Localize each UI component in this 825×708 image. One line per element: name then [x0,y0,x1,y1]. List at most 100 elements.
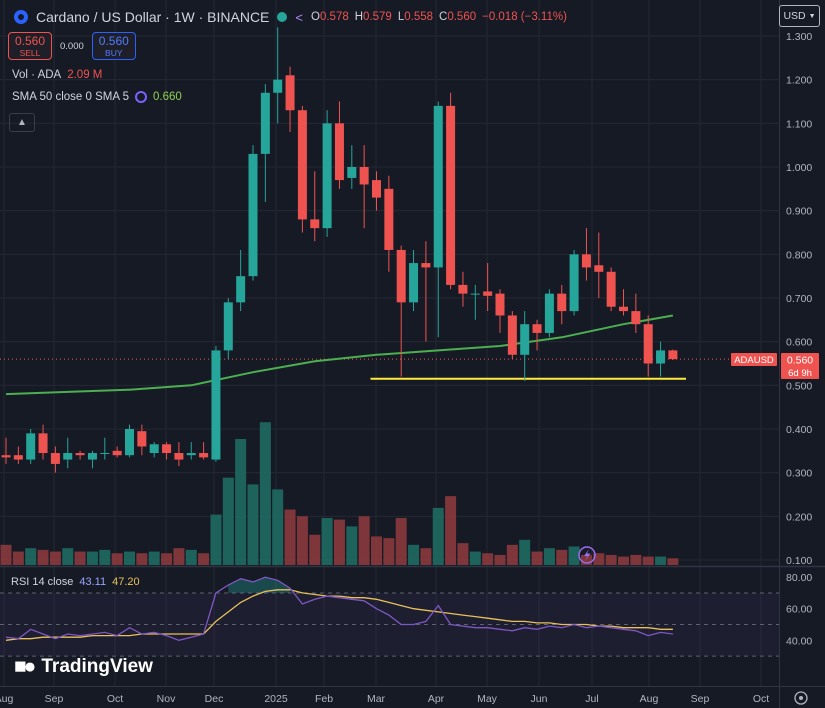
candle-body [507,315,517,355]
volume-bar [74,551,86,565]
volume-bar [235,439,247,565]
volume-bar [185,549,197,565]
volume-bar [161,553,173,565]
candle-body [643,324,653,364]
time-axis-tick-label: Aug [640,693,659,705]
candle-body [668,350,678,360]
volume-legend[interactable]: Vol · ADA 2.09 M [12,69,102,81]
volume-bar [519,539,531,565]
volume-bar [99,549,111,565]
candle-body [594,265,604,272]
rsi-line [5,576,673,641]
volume-legend-label: Vol · ADA [12,69,62,81]
candle-body [334,123,344,181]
candle-body [50,453,60,464]
candle-body [544,293,554,333]
share-idea-icon[interactable]: < [295,9,303,25]
volume-bar [173,548,185,565]
sma-line [5,314,674,396]
volume-bar [482,553,494,565]
rsi-axis-tick-label: 60.00 [786,604,812,616]
volume-legend-value: 2.09 M [67,69,103,81]
ada-logo-icon [14,10,28,24]
price-axis-tick-label: 1.100 [786,118,812,130]
price-axis-tick-label: 0.800 [786,249,812,261]
price-axis-tick-label: 0.400 [786,424,812,436]
change-value: −0.018 (−3.11%) [482,11,567,23]
candle-body [236,276,246,303]
volume-bar [531,551,543,565]
volume-bar [371,536,382,565]
volume-bar [556,549,568,565]
currency-select[interactable]: USD ▼ [779,5,820,27]
time-axis-tick-label: Jun [531,693,548,705]
price-axis-tick-label: 1.000 [786,162,812,174]
high-value: 0.579 [363,11,392,23]
candle-body [149,444,159,454]
candle-body [38,433,48,454]
volume-bar [568,546,580,565]
volume-bar [667,558,679,565]
candle-body [63,453,73,460]
chevron-up-icon: ▲ [17,117,27,128]
trade-panel: 0.560 SELL 0.000 0.560 BUY [8,32,136,60]
volume-bar [309,534,321,565]
sell-button[interactable]: 0.560 SELL [8,32,52,60]
price-axis-tick-label: 1.300 [786,31,812,43]
volume-bar [124,551,135,565]
price-axis-tick-label: 0.200 [786,511,812,523]
volume-bar [395,517,407,565]
time-axis-tick-label: Oct [753,693,769,705]
volume-bar [198,553,210,565]
sma-legend[interactable]: SMA 50 close 0 SMA 5 0.660 [12,91,182,103]
candle-body [223,302,233,351]
candle-body [458,284,468,294]
candle-body [470,293,480,295]
candle-body [322,123,332,229]
volume-bar [358,516,370,565]
candle-body [631,311,641,325]
sma-legend-value: 0.660 [152,91,182,103]
price-tag-price: 0.560 [787,355,813,367]
candle-body [569,254,579,312]
rsi-legend[interactable]: RSI 14 close 43.11 47.20 [11,576,140,588]
volume-bar [111,553,123,565]
rsi-ma-legend-value: 47.20 [112,576,140,588]
price-axis-tick-label: 0.100 [786,555,812,567]
low-value: 0.558 [404,11,434,23]
volume-bar [148,551,160,565]
volume-bar [284,509,296,565]
volume-bar [62,548,74,565]
candle-body [285,75,295,111]
tradingview-logo[interactable]: ■● TradingView [14,655,153,679]
reset-time-scale-button[interactable] [794,691,808,705]
alert-lightning-icon[interactable] [578,546,596,564]
symbol-title[interactable]: Cardano / US Dollar · 1W · BINANCE [36,9,270,25]
price-axis-tick-label: 0.700 [786,293,812,305]
time-axis-tick-label: Sep [691,693,710,705]
volume-bar [543,548,555,565]
volume-bar [618,556,629,565]
collapse-legend-button[interactable]: ▲ [9,113,35,132]
volume-bar [408,544,420,565]
candle-body [557,293,567,312]
rsi-axis-tick-label: 80.00 [786,572,812,584]
candle-body [174,453,184,460]
indicator-settings-icon[interactable] [134,91,147,103]
volume-bar [272,489,284,565]
volume-bar [210,514,222,565]
price-axis-tick-label: 0.900 [786,206,812,218]
candle-body [87,453,97,460]
price-axis-tick-label: 0.500 [786,380,812,392]
volume-bar [605,554,617,565]
candle-body [396,249,406,303]
buy-button[interactable]: 0.560 BUY [91,32,136,60]
volume-bar [296,516,308,565]
volume-bar [445,496,457,565]
open-value: 0.578 [319,11,349,23]
time-axis-tick-label: Jul [585,693,598,705]
candle-body [446,105,456,285]
volume-bar [630,554,642,565]
volume-bar [136,553,148,565]
